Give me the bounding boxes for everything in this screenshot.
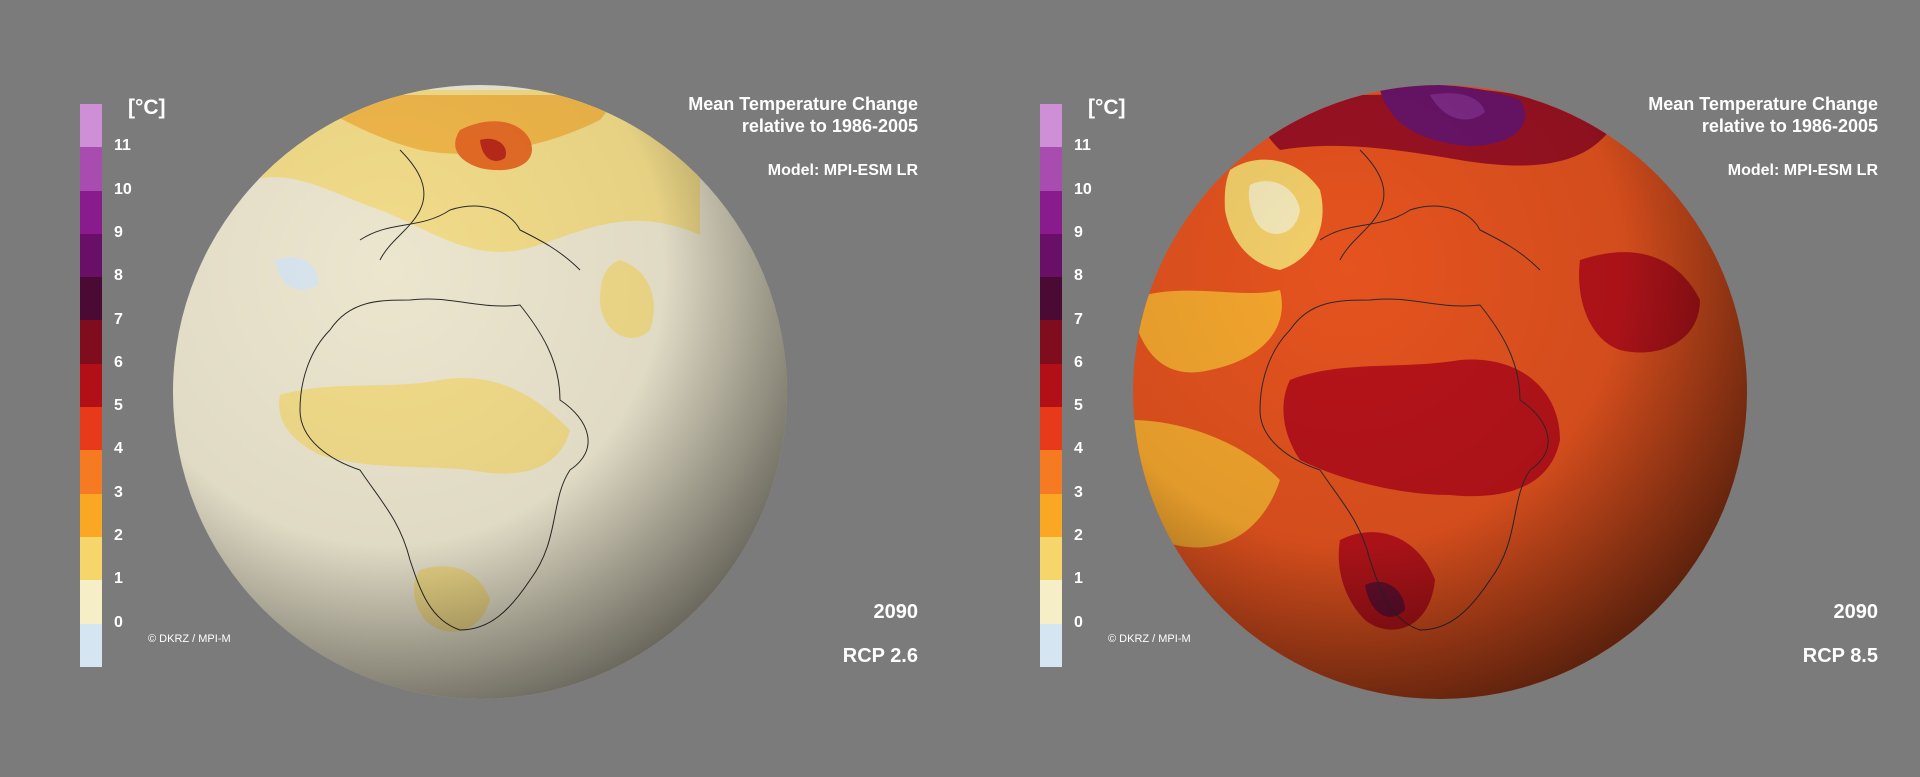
globe-rcp26 <box>173 85 787 699</box>
colorbar-tick-label: 3 <box>1074 483 1083 501</box>
credit-text: © DKRZ / MPI-M <box>1108 633 1191 645</box>
map-subtitle: relative to 1986-2005 <box>1701 116 1878 136</box>
colorbar-segment <box>1040 233 1062 278</box>
colorbar-tick-label: 8 <box>1074 267 1083 285</box>
colorbar-segment <box>80 580 102 624</box>
map-title: Mean Temperature Change <box>1648 94 1878 114</box>
panel-rcp26: [°C] Mean Temperature Change <box>80 85 919 699</box>
map-title: Mean Temperature Change <box>688 94 918 114</box>
colorbar-segment <box>80 147 102 191</box>
globe-shading <box>1133 85 1747 699</box>
colorbar-tick-label: 11 <box>114 137 131 155</box>
colorbar-segment <box>1040 277 1062 321</box>
colorbar-tick-label: 11 <box>1074 137 1091 155</box>
colorbar <box>1040 104 1062 667</box>
colorbar-tick-label: 1 <box>114 570 123 588</box>
globe-rcp85 <box>1133 85 1747 699</box>
colorbar-segment <box>80 277 102 321</box>
colorbar-segment <box>1040 190 1062 234</box>
year-label: 2090 <box>873 601 919 623</box>
colorbar-tick-label: 9 <box>1074 223 1083 241</box>
colorbar-segment <box>1040 623 1062 667</box>
colorbar-tick-label: 4 <box>114 440 123 458</box>
colorbar-segment <box>1040 536 1062 581</box>
map-subtitle: relative to 1986-2005 <box>741 116 918 136</box>
colorbar-tick-label: 8 <box>114 267 123 285</box>
colorbar <box>80 104 102 667</box>
panel-rcp85: [°C] <box>960 0 1920 777</box>
colorbar-tick-label: 0 <box>114 613 123 631</box>
colorbar-tick-label: 2 <box>114 527 123 544</box>
colorbar-tick-label: 10 <box>1074 180 1092 198</box>
globe-shading <box>173 85 787 699</box>
colorbar-segment <box>80 450 102 494</box>
colorbar-segment <box>80 623 102 667</box>
colorbar-segment <box>1040 104 1062 148</box>
colorbar-segment <box>80 233 102 278</box>
colorbar-tick-label: 3 <box>114 483 123 501</box>
year-label: 2090 <box>1833 601 1879 623</box>
colorbar-segment <box>80 104 102 148</box>
scenario-label: RCP 8.5 <box>1802 645 1878 667</box>
colorbar-tick-label: 5 <box>114 397 123 415</box>
colorbar-tick-label: 9 <box>114 223 123 241</box>
colorbar-unit: [°C] <box>1088 96 1126 119</box>
colorbar-segment <box>1040 493 1062 537</box>
model-label: Model: MPI-ESM LR <box>1727 162 1878 179</box>
colorbar-segment <box>1040 320 1062 364</box>
colorbar-tick-label: 1 <box>1074 570 1083 588</box>
colorbar-segment <box>1040 147 1062 191</box>
colorbar-tick-label: 5 <box>1074 397 1083 415</box>
colorbar-segment <box>80 320 102 364</box>
colorbar-segment <box>80 493 102 537</box>
colorbar-segment <box>80 536 102 581</box>
colorbar-tick-label: 6 <box>1074 353 1083 371</box>
scenario-label: RCP 2.6 <box>842 645 918 667</box>
colorbar-tick-label: 4 <box>1074 440 1083 458</box>
colorbar-segment <box>1040 407 1062 451</box>
colorbar-tick-label: 2 <box>1074 527 1083 544</box>
colorbar-segment <box>80 363 102 408</box>
credit-text: © DKRZ / MPI-M <box>148 633 231 645</box>
colorbar-segment <box>1040 363 1062 408</box>
colorbar-segment <box>1040 450 1062 494</box>
colorbar-tick-label: 10 <box>114 180 132 198</box>
colorbar-tick-label: 7 <box>114 310 123 328</box>
colorbar-segment <box>1040 580 1062 624</box>
colorbar-unit: [°C] <box>128 96 166 119</box>
model-label: Model: MPI-ESM LR <box>767 162 918 179</box>
colorbar-segment <box>80 407 102 451</box>
colorbar-segment <box>80 190 102 234</box>
colorbar-tick-label: 6 <box>114 353 123 371</box>
colorbar-tick-label: 0 <box>1074 613 1083 631</box>
colorbar-tick-label: 7 <box>1074 310 1083 328</box>
